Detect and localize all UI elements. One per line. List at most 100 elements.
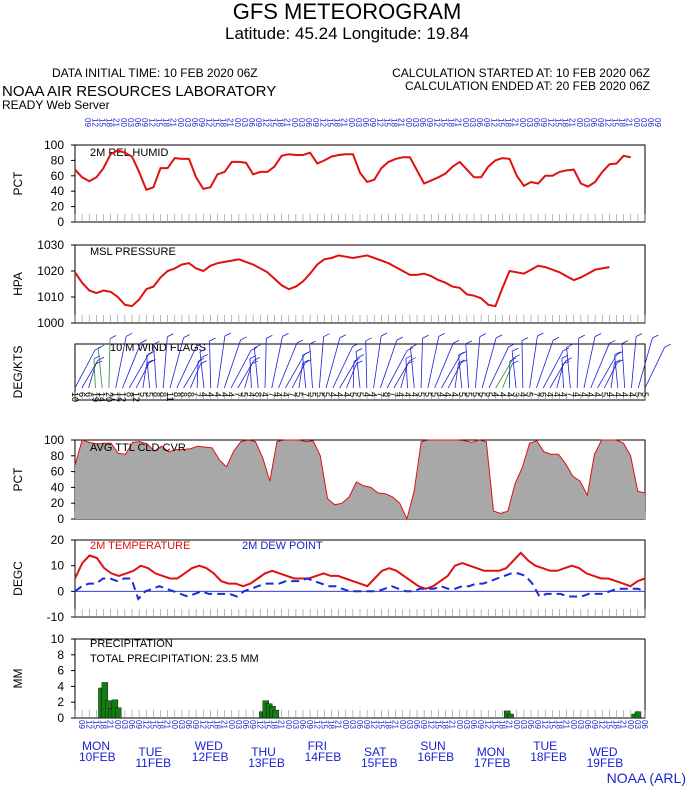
wind-speed-label: 5 — [525, 392, 535, 397]
wind-barb — [189, 363, 202, 389]
bottom-hour-label: 03 — [462, 720, 471, 729]
wind-barb-flag — [563, 360, 570, 365]
bottom-hour-label: 06 — [469, 720, 478, 729]
temp-tick: 10 — [51, 559, 65, 573]
top-hour-label: 03 — [183, 118, 192, 127]
bottom-hour-label: 12 — [426, 720, 435, 729]
chart-subtitle: Latitude: 45.24 Longitude: 19.84 — [225, 24, 469, 43]
wind-barb — [108, 338, 111, 389]
wind-barb-flag — [146, 352, 153, 356]
bottom-hour-label: 18 — [327, 720, 336, 729]
wind-speed-label: 4 — [572, 392, 582, 397]
wind-barb-flag — [109, 335, 117, 339]
day-label: TUE — [533, 739, 557, 753]
top-hour-label: 06 — [646, 118, 655, 127]
precip-bar — [507, 713, 514, 719]
wind-barb — [230, 350, 252, 389]
wind-barb-flag — [410, 344, 417, 348]
top-hour-label: 21 — [568, 118, 577, 127]
wind-speed-label: 8 — [151, 392, 161, 397]
bottom-hour-label: 00 — [626, 720, 635, 729]
wind-barb-flag — [465, 340, 472, 345]
wind-speed-label: 5 — [484, 392, 494, 397]
temp-tick: -10 — [47, 610, 65, 624]
wind-barb — [183, 357, 203, 389]
top-hour-label: 18 — [561, 118, 570, 127]
wind-speed-label: 4 — [613, 392, 623, 397]
wind-barb — [566, 347, 571, 389]
wind-barb-flag — [339, 334, 347, 339]
bottom-hour-label: 06 — [583, 720, 592, 729]
cloud-ylabel: PCT — [11, 467, 25, 492]
top-hour-label: 18 — [105, 118, 114, 127]
top-hour-label: 21 — [454, 118, 463, 127]
wind-speed-label: 4 — [552, 392, 562, 397]
wind-barb-flag — [552, 336, 560, 341]
wind-barb-flag — [396, 336, 404, 341]
wind-barb — [176, 346, 197, 389]
date-label: 11FEB — [135, 756, 171, 770]
wind-barb — [597, 354, 618, 389]
wind-speed-label: 5 — [321, 392, 331, 397]
top-hour-label: 06 — [247, 118, 256, 127]
wind-speed-label: 4 — [518, 392, 528, 397]
bottom-hour-label: 03 — [177, 720, 186, 729]
wind-barb-flag — [309, 340, 316, 345]
precip-bar — [101, 682, 109, 719]
bottom-hour-label: 12 — [369, 720, 378, 729]
wind-speed-label: 6 — [77, 392, 87, 397]
wind-barb — [346, 363, 357, 389]
wind-barb-flag — [224, 332, 232, 337]
bottom-hour-label: 21 — [562, 720, 571, 729]
top-hour-label: 18 — [333, 118, 342, 127]
bottom-hour-label: 03 — [519, 720, 528, 729]
date-label: 10FEB — [79, 750, 116, 764]
bottom-hour-label: 15 — [547, 720, 556, 729]
rh-series — [74, 149, 632, 191]
top-hour-label: 06 — [418, 118, 427, 127]
dewpoint-title: 2M DEW POINT — [242, 540, 323, 552]
wind-barb — [536, 340, 554, 389]
bottom-hour-label: 12 — [255, 720, 264, 729]
top-hour-label: 09 — [539, 118, 548, 127]
bottom-hour-label: 00 — [398, 720, 407, 729]
top-hour-label: 09 — [368, 118, 377, 127]
wind-speed-label: 7 — [287, 392, 297, 397]
wind-barb — [217, 335, 226, 389]
top-hour-label: 12 — [318, 118, 327, 127]
wind-speed-label: 5 — [294, 392, 304, 397]
top-hour-label: 21 — [169, 118, 178, 127]
wind-speed-label: 4 — [436, 392, 446, 397]
top-hour-label: 15 — [325, 118, 334, 127]
wind-speed-label: 3 — [511, 392, 521, 397]
top-hour-label: 06 — [133, 118, 142, 127]
precip-tick: 2 — [57, 695, 64, 709]
top-hour-label: 09 — [482, 118, 491, 127]
wind-speed-label: 7 — [301, 392, 311, 397]
wind-barb — [590, 343, 610, 389]
wind-barb-flag — [409, 357, 416, 361]
top-hour-label: 06 — [361, 118, 370, 127]
top-hour-label: 00 — [575, 118, 584, 127]
wind-barb — [162, 336, 168, 389]
precip-bar — [634, 711, 642, 719]
wind-speed-label: 5 — [416, 392, 426, 397]
wind-barb-flag — [357, 354, 364, 358]
wind-barb — [97, 348, 103, 389]
bottom-hour-label: 03 — [633, 720, 642, 729]
bottom-hour-label: 21 — [163, 720, 172, 729]
wind-barb-flag — [616, 351, 624, 355]
top-hour-label: 12 — [261, 118, 270, 127]
wind-barb — [365, 340, 368, 389]
top-hour-label: 09 — [425, 118, 434, 127]
top-hour-label: 06 — [304, 118, 313, 127]
rh-tick: 40 — [51, 184, 65, 198]
rh-tick: 80 — [51, 153, 65, 167]
wind-barb — [325, 337, 341, 389]
wind-barb — [122, 342, 142, 389]
bottom-hour-label: 12 — [540, 720, 549, 729]
wind-barb — [495, 357, 515, 389]
calc-ended: CALCULATION ENDED AT: 20 FEB 2020 06Z — [405, 79, 650, 93]
wind-barb — [285, 353, 306, 389]
